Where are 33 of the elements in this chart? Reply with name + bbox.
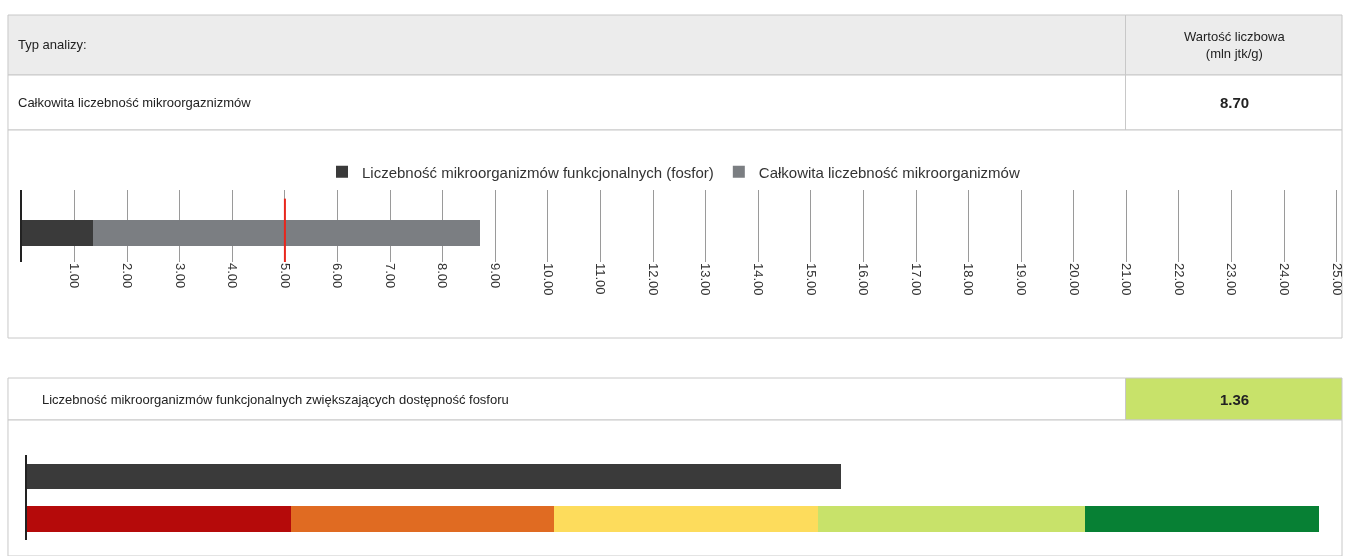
- text: 1.36: [1220, 391, 1250, 408]
- legend-label: Całkowita liczebność mikroorganizmów: [758, 163, 1020, 181]
- text: Całkowita liczebność mikroorgaznizmów: [18, 95, 252, 110]
- x-tick-label: 20.00: [1066, 263, 1082, 296]
- x-tick-label: 16.00: [856, 263, 872, 296]
- x-tick-label: 8.00: [435, 263, 451, 289]
- x-tick-label: 4.00: [225, 263, 241, 289]
- x-tick-label: 24.00: [1276, 263, 1292, 296]
- x-tick-label: 25.00: [1329, 263, 1345, 296]
- x-tick-label: 14.00: [751, 263, 767, 296]
- x-tick-label: 17.00: [908, 263, 924, 296]
- text: Wartość liczbowa (mln jtk/g): [1184, 29, 1286, 61]
- x-tick-label: 3.00: [172, 263, 188, 289]
- x-tick-label: 15.00: [803, 263, 819, 296]
- x-tick-label: 1.00: [67, 263, 83, 289]
- x-tick-label: 7.00: [382, 263, 398, 289]
- x-tick-label: 21.00: [1119, 263, 1135, 296]
- text: 8.70: [1220, 94, 1250, 111]
- x-tick-label: 10.00: [540, 263, 556, 296]
- x-tick-label: 18.00: [961, 263, 977, 296]
- text: Liczebność mikroorganizmów funkcjonalnych zwiększających dostępność fosforu: [42, 392, 509, 407]
- x-tick-label: 6.00: [330, 263, 346, 289]
- x-tick-label: 12.00: [645, 263, 661, 296]
- x-tick-label: 11.00: [593, 263, 609, 295]
- legend-label: Liczebność mikroorganizmów funkcjonalnych (fosfor): [362, 163, 714, 181]
- x-tick-label: 13.00: [698, 263, 714, 296]
- x-tick-label: 2.00: [119, 263, 135, 289]
- x-tick-label: 5.00: [277, 263, 293, 289]
- x-tick-label: 9.00: [488, 263, 504, 289]
- text: Typ analizy:: [18, 37, 87, 52]
- x-tick-label: 23.00: [1224, 263, 1240, 296]
- x-tick-label: 19.00: [1013, 263, 1029, 296]
- x-tick-label: 22.00: [1171, 263, 1187, 296]
